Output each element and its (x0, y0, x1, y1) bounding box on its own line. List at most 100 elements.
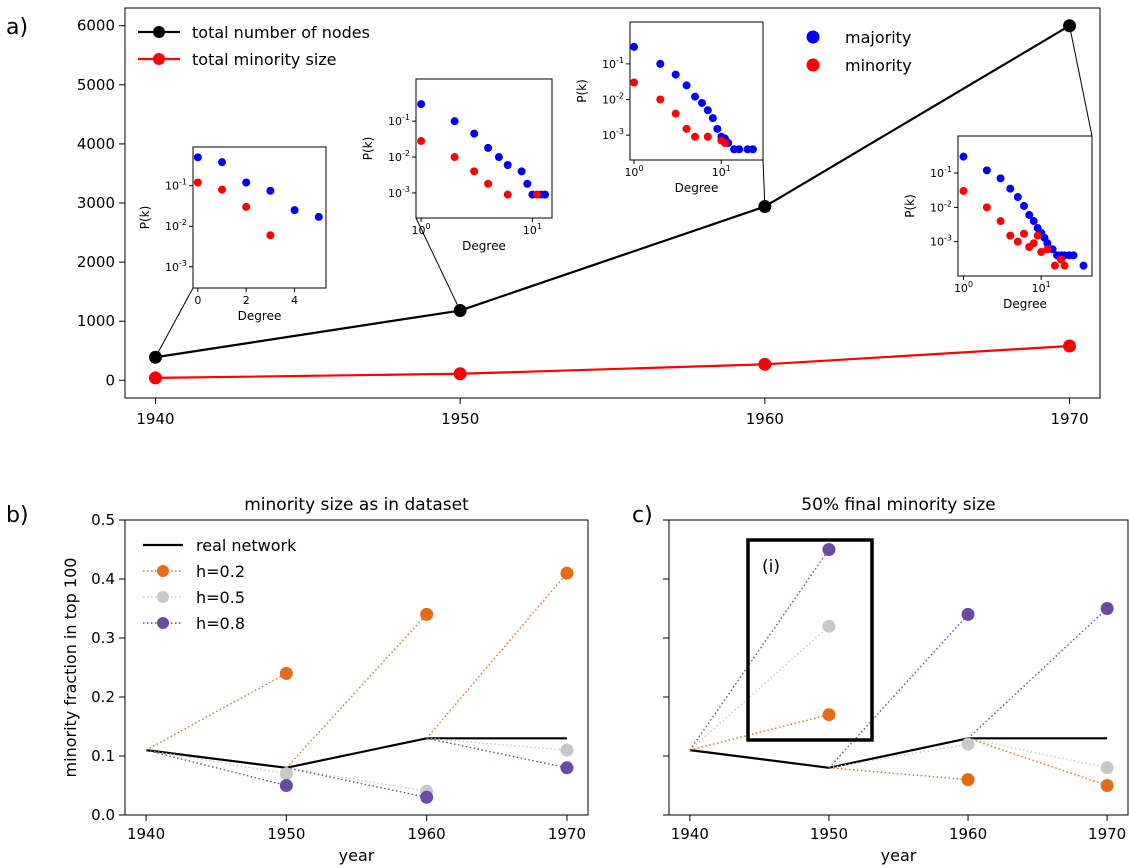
inset-minority-point (1019, 229, 1028, 238)
panel-c-prediction-point (1100, 761, 1114, 775)
inset-minority-point (417, 137, 426, 146)
panel-a-ytick-label: 0 (105, 371, 115, 389)
panel-b-prediction-line (286, 767, 427, 793)
panel-c-prediction-line (689, 625, 830, 751)
inset-majority-point (218, 158, 227, 167)
inset-xtick-label: 101 (712, 164, 731, 179)
inset-ylabel: P(k) (575, 79, 589, 103)
inset-connector (415, 217, 461, 311)
legend-label: total number of nodes (192, 23, 370, 42)
inset-majority-point (290, 206, 299, 215)
panel-b-ytick-label: 0.4 (91, 570, 115, 588)
panel-b-frame (124, 519, 589, 816)
panel-b-prediction-point (420, 790, 434, 804)
panel-b-prediction-point (279, 767, 293, 781)
inset-majority-point (193, 153, 202, 162)
inset-xtick-label: 4 (291, 294, 298, 307)
inset-xlabel: Degree (675, 181, 719, 195)
legend-label: real network (196, 536, 297, 555)
inset-minority-point (1057, 255, 1066, 264)
panel-b-real-network-line (145, 737, 567, 769)
inset-xtick-label: 100 (954, 280, 973, 295)
inset-minority-point (959, 186, 968, 195)
legend-label: total minority size (192, 50, 337, 69)
panel-c-prediction-point (961, 773, 975, 787)
inset-minority-point (1006, 231, 1015, 240)
inset-majority-point (523, 179, 532, 188)
panel-c-prediction-line (828, 767, 969, 781)
inset-frame (192, 146, 327, 289)
panel-c-real-network-line (689, 737, 1108, 769)
inset-minority-point (1029, 239, 1038, 248)
panel-b-prediction-point (279, 779, 293, 792)
inset-ytick-label: 10-3 (602, 127, 624, 142)
legend-label: minority (845, 56, 912, 75)
inset-connector (1069, 25, 1093, 137)
inset-minority-point (1043, 245, 1052, 254)
inset-majority-point (735, 145, 744, 154)
panel-c-xtick-label: 1960 (949, 825, 987, 843)
panel-b-xtick-label: 1960 (408, 825, 446, 843)
legend-label: h=0.8 (196, 614, 245, 633)
inset-minority-point (691, 132, 700, 141)
inset-majority-point (703, 106, 712, 115)
legend-label: h=0.2 (196, 562, 245, 581)
panel-b-prediction-point (279, 666, 293, 680)
inset-majority-point (1029, 217, 1038, 226)
inset-majority-point (1069, 251, 1078, 260)
panel-a-xtick-label: 1970 (1050, 410, 1088, 428)
legend-marker (153, 53, 165, 65)
inset-minority-point (720, 139, 729, 148)
panel-a-series-line (155, 24, 1071, 359)
inset-majority-point (517, 167, 526, 176)
inset-xtick-label: 100 (624, 164, 643, 179)
inset-majority-point (708, 114, 717, 123)
inset-majority-point (470, 129, 479, 138)
panel-a-ytick-label: 1000 (77, 312, 115, 330)
inset-minority-point (218, 185, 227, 194)
legend-marker (157, 565, 169, 577)
panel-a-xtick-label: 1950 (441, 410, 479, 428)
inset-xtick-label: 100 (412, 222, 431, 237)
legend-label: h=0.5 (196, 588, 245, 607)
panel-b-prediction-point (560, 761, 574, 775)
inset-ytick-label: 10-2 (388, 149, 410, 164)
inset-minority-point (484, 179, 493, 188)
inset-ytick-label: 10-3 (388, 185, 410, 200)
panel-a-xtick-label: 1940 (136, 410, 174, 428)
panel-c-prediction-point (961, 607, 975, 621)
panel-b-prediction-line (426, 572, 568, 739)
panel-c-prediction-point (961, 737, 975, 751)
legend-marker (806, 58, 820, 72)
inset-majority-point (541, 190, 550, 199)
inset-majority-point (1019, 201, 1028, 210)
inset-minority-point (682, 124, 691, 133)
inset-xtick-label: 101 (1032, 280, 1051, 295)
inset-majority-point (450, 117, 459, 126)
panel-a-ytick-label: 4000 (77, 135, 115, 153)
panel-c-title: 50% final minority size (801, 495, 995, 515)
degree-distribution-inset: 100 101 10-3 10-2 10-1 Degree P(k) (903, 25, 1093, 311)
panel-b-prediction-line (426, 737, 568, 769)
inset-majority-point (959, 152, 968, 161)
panel-c-xtick-label: 1940 (671, 825, 709, 843)
inset-connector (762, 159, 766, 207)
inset-majority-point (996, 174, 1005, 183)
inset-minority-point (470, 167, 479, 176)
panel-b-prediction-line (426, 737, 568, 751)
panel-b-ytick-label: 0.1 (91, 747, 115, 765)
panel-b-prediction-point (560, 566, 574, 580)
panel-b-xtick-label: 1940 (127, 825, 165, 843)
degree-distribution-inset: 0 2 4 10-3 10-2 10-1 Degree P(k) (138, 146, 327, 358)
legend-marker (806, 30, 820, 44)
panel-a-xtick-label: 1960 (746, 410, 784, 428)
panel-a-ytick-label: 3000 (77, 194, 115, 212)
inset-minority-point (533, 190, 542, 199)
inset-minority-point (266, 231, 275, 240)
inset-xlabel: Degree (1003, 297, 1047, 311)
highlight-box-label: (i) (762, 557, 780, 577)
inset-ytick-label: 10-2 (165, 218, 187, 233)
panel-c-prediction-line (828, 743, 969, 769)
inset-majority-point (713, 124, 722, 133)
panel-c-prediction-line (967, 737, 1108, 769)
